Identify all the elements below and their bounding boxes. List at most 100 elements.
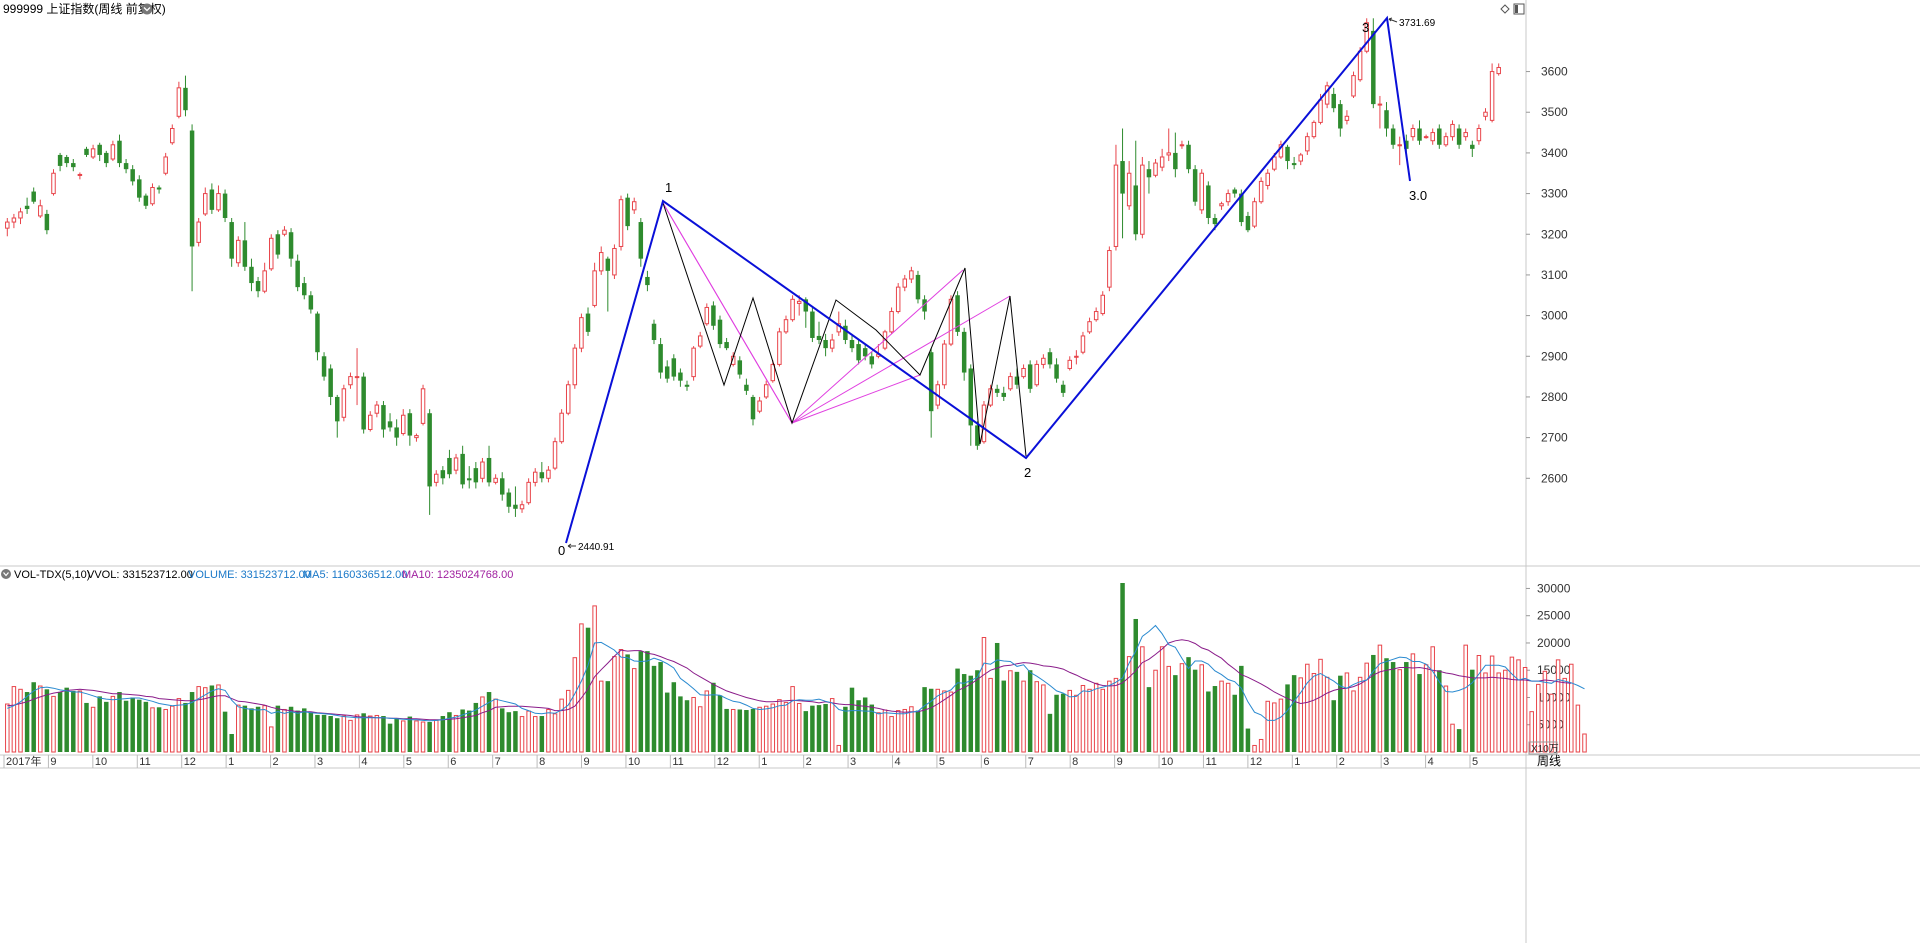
candle-body-down [328, 368, 333, 397]
volume-bar-down [1146, 687, 1152, 752]
candle [414, 433, 419, 442]
candle-body-down [810, 311, 815, 338]
candle [579, 313, 584, 353]
candle [1364, 18, 1369, 54]
candle-body-down [143, 195, 149, 206]
candle [1166, 128, 1171, 162]
candle-body-up [480, 461, 485, 479]
candle [1113, 144, 1119, 251]
candle [790, 295, 795, 322]
candle [394, 419, 399, 446]
window-icon[interactable] [1513, 3, 1525, 15]
volume-bar-up [1021, 680, 1026, 753]
chevron-down-icon[interactable] [141, 3, 153, 15]
candle-body-up [691, 347, 696, 378]
candle [605, 256, 611, 312]
price-tick-label: 2800 [1541, 390, 1568, 404]
candle-body-up [1199, 172, 1204, 211]
volume-bar-up [546, 708, 551, 753]
candle-body-up [1318, 99, 1323, 123]
candle-body-down [447, 457, 452, 475]
candle-body-down [249, 266, 254, 284]
candle-body-down [308, 295, 314, 310]
candle-body-down [539, 472, 545, 479]
volume-bar-down [1120, 583, 1125, 752]
collapse-icon[interactable] [1, 569, 11, 579]
volume-bar-up [796, 702, 802, 753]
volume-bar-up [77, 690, 83, 753]
candle [123, 159, 129, 174]
candle [1285, 144, 1290, 170]
volume-bar-down [104, 701, 109, 752]
candle [466, 466, 472, 489]
candle [612, 244, 617, 279]
candle [1179, 140, 1185, 149]
candle [922, 295, 927, 320]
candle-body-down [1173, 152, 1178, 170]
candle-body-down [156, 187, 162, 190]
candle [744, 378, 749, 395]
candle-body-down [1390, 128, 1396, 145]
candle [44, 209, 50, 235]
candle [1496, 63, 1501, 76]
volume-bar-down [1338, 675, 1343, 752]
volume-bar-up [1298, 677, 1303, 753]
volume-bar-down [1014, 671, 1020, 752]
high-marker: 3731.69 [1388, 17, 1436, 29]
candle-body-down [803, 299, 809, 312]
candle [1008, 372, 1013, 391]
volume-bar-up [618, 649, 624, 753]
candle-body-down [625, 197, 630, 227]
volume-bar-up [1463, 644, 1468, 753]
volume-bar-up [1126, 656, 1132, 753]
candle-body-up [1430, 132, 1435, 142]
wave-label-0: 0 [558, 543, 565, 558]
candle-body-down [922, 299, 927, 312]
candle [1206, 181, 1211, 225]
candle-body-up [1258, 180, 1264, 203]
timeframe-label-box[interactable]: 周线 [1537, 754, 1561, 768]
candle-body-down [104, 152, 109, 164]
candle [697, 331, 703, 349]
volume-bar-down [308, 712, 314, 752]
candle-body-down [506, 492, 512, 507]
candle [493, 474, 498, 485]
volume-bar-down [915, 710, 921, 752]
candle-body-down [222, 193, 228, 218]
candle-body-up [1166, 152, 1171, 156]
candle-body-up [1225, 193, 1231, 203]
ma10-value: MA10: 1235024768.00 [402, 569, 513, 581]
candle-body-up [203, 193, 208, 215]
candle [163, 152, 168, 176]
candle-body-down [1285, 146, 1290, 162]
candle-body-down [321, 356, 327, 377]
candle-body-down [1027, 364, 1033, 389]
price-tick-label: 3400 [1541, 146, 1568, 160]
volume-bar-down [671, 682, 677, 752]
volume-bar-down [381, 716, 386, 752]
candle [473, 462, 479, 489]
candle [1060, 380, 1066, 397]
candle [810, 307, 815, 343]
volume-bar-up [216, 684, 221, 753]
volume-bar-down [255, 706, 261, 752]
candle-body-down [381, 405, 386, 430]
candle [988, 384, 993, 408]
candle [1338, 100, 1343, 137]
volume-bar-up [1549, 693, 1554, 753]
volume-bar-up [1430, 646, 1435, 753]
candle [387, 413, 393, 432]
candle [1054, 358, 1059, 383]
diamond-icon[interactable] [1500, 4, 1510, 14]
volume-bar-up [1159, 646, 1165, 753]
time-tick-label: 4 [894, 756, 900, 768]
volume-bar-down [664, 692, 670, 752]
candle-body-up [526, 481, 531, 504]
volume-bar-down [44, 689, 50, 752]
candle-body-up [1100, 294, 1105, 315]
candle [420, 384, 426, 426]
candle-body-down [24, 205, 30, 210]
candle-body-up [1126, 172, 1132, 207]
candle-body-down [737, 360, 743, 375]
